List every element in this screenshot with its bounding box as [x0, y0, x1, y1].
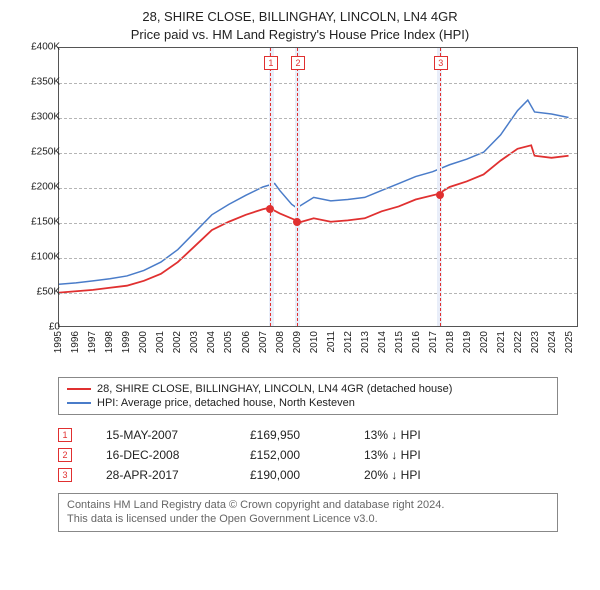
x-axis-label: 2018: [445, 331, 456, 353]
transactions-table: 1 15-MAY-2007 £169,950 13% ↓ HPI 2 16-DEC-200…: [58, 425, 590, 485]
event-marker-box: 3: [434, 56, 448, 70]
x-axis-label: 1997: [87, 331, 98, 353]
transaction-marker: 3: [58, 468, 72, 482]
transaction-row: 2 16-DEC-2008 £152,000 13% ↓ HPI: [58, 445, 590, 465]
x-axis-label: 2024: [547, 331, 558, 353]
price-point-dot: [293, 218, 301, 226]
transaction-hpi: 13% ↓ HPI: [364, 428, 484, 442]
y-axis-label: £350K: [18, 77, 60, 88]
transaction-price: £169,950: [250, 428, 330, 442]
transaction-date: 28-APR-2017: [106, 468, 216, 482]
y-axis-label: £150K: [18, 217, 60, 228]
x-axis-label: 2022: [513, 331, 524, 353]
x-axis-label: 2004: [206, 331, 217, 353]
legend-label: 28, SHIRE CLOSE, BILLINGHAY, LINCOLN, LN…: [97, 383, 452, 395]
x-axis-label: 1995: [53, 331, 64, 353]
figure: 28, SHIRE CLOSE, BILLINGHAY, LINCOLN, LN…: [0, 0, 600, 590]
gridline-h: [59, 293, 577, 294]
legend-row: 28, SHIRE CLOSE, BILLINGHAY, LINCOLN, LN…: [67, 382, 549, 396]
y-axis-label: £250K: [18, 147, 60, 158]
y-axis-label: £400K: [18, 42, 60, 53]
transaction-row: 3 28-APR-2017 £190,000 20% ↓ HPI: [58, 465, 590, 485]
x-axis-label: 2014: [377, 331, 388, 353]
gridline-h: [59, 118, 577, 119]
price-point-dot: [436, 191, 444, 199]
event-line: [270, 48, 271, 326]
transaction-date: 15-MAY-2007: [106, 428, 216, 442]
transaction-marker: 1: [58, 428, 72, 442]
y-axis-label: £200K: [18, 182, 60, 193]
x-axis-label: 2002: [172, 331, 183, 353]
y-axis-label: £100K: [18, 252, 60, 263]
event-marker-box: 1: [264, 56, 278, 70]
legend-swatch: [67, 388, 91, 390]
gridline-h: [59, 83, 577, 84]
transaction-price: £190,000: [250, 468, 330, 482]
gridline-h: [59, 223, 577, 224]
event-line: [297, 48, 298, 326]
x-axis-label: 2010: [309, 331, 320, 353]
x-axis-label: 2016: [411, 331, 422, 353]
y-axis-label: £50K: [18, 287, 60, 298]
x-axis-label: 2001: [155, 331, 166, 353]
legend-row: HPI: Average price, detached house, Nort…: [67, 396, 549, 410]
series-legend: 28, SHIRE CLOSE, BILLINGHAY, LINCOLN, LN…: [58, 377, 558, 415]
chart-title-subtitle: Price paid vs. HM Land Registry's House …: [10, 26, 590, 44]
gridline-h: [59, 258, 577, 259]
x-axis-label: 2015: [394, 331, 405, 353]
x-axis-label: 2009: [292, 331, 303, 353]
transaction-date: 16-DEC-2008: [106, 448, 216, 462]
series-price_paid: [59, 145, 569, 292]
x-axis-label: 2017: [428, 331, 439, 353]
x-axis-label: 2005: [223, 331, 234, 353]
legend-label: HPI: Average price, detached house, Nort…: [97, 397, 355, 409]
x-axis-label: 2021: [496, 331, 507, 353]
gridline-h: [59, 153, 577, 154]
x-axis-label: 2020: [479, 331, 490, 353]
chart-title-address: 28, SHIRE CLOSE, BILLINGHAY, LINCOLN, LN…: [10, 8, 590, 26]
x-axis-label: 2019: [462, 331, 473, 353]
x-axis-label: 2013: [360, 331, 371, 353]
price-point-dot: [266, 205, 274, 213]
x-axis-label: 1996: [70, 331, 81, 353]
x-axis-label: 2008: [275, 331, 286, 353]
x-axis-label: 2007: [258, 331, 269, 353]
x-axis-label: 1999: [121, 331, 132, 353]
footer-line2: This data is licensed under the Open Gov…: [67, 512, 549, 526]
x-axis-label: 2012: [343, 331, 354, 353]
transaction-hpi: 20% ↓ HPI: [364, 468, 484, 482]
transaction-marker: 2: [58, 448, 72, 462]
series-hpi: [59, 100, 569, 284]
y-axis-label: £300K: [18, 112, 60, 123]
footer-line1: Contains HM Land Registry data © Crown c…: [67, 498, 549, 512]
transaction-row: 1 15-MAY-2007 £169,950 13% ↓ HPI: [58, 425, 590, 445]
event-marker-box: 2: [291, 56, 305, 70]
transaction-hpi: 13% ↓ HPI: [364, 448, 484, 462]
transaction-price: £152,000: [250, 448, 330, 462]
x-axis-label: 1998: [104, 331, 115, 353]
footer-attribution: Contains HM Land Registry data © Crown c…: [58, 493, 558, 532]
x-axis-label: 2023: [530, 331, 541, 353]
plot-region: 12 3: [58, 47, 578, 327]
x-axis-label: 2011: [326, 331, 337, 353]
chart-area: 123 £0£50K£100K£150K£200K£250K£300K£350K…: [18, 47, 578, 357]
legend-swatch: [67, 402, 91, 404]
x-axis-label: 2000: [138, 331, 149, 353]
x-axis-label: 2003: [189, 331, 200, 353]
x-axis-label: 2025: [564, 331, 575, 353]
event-line: [440, 48, 441, 326]
x-axis-label: 2006: [241, 331, 252, 353]
series-layer: [59, 48, 577, 326]
gridline-h: [59, 188, 577, 189]
